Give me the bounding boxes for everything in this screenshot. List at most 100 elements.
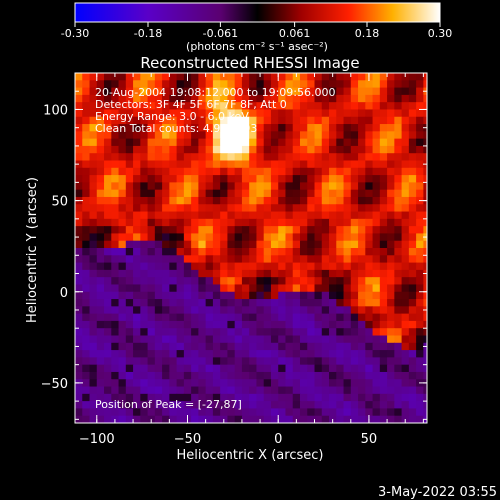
heatmap-cell <box>314 109 323 118</box>
heatmap-cell <box>343 284 352 293</box>
heatmap-cell <box>256 284 265 293</box>
heatmap-cell <box>263 379 272 388</box>
heatmap-cell <box>379 109 388 118</box>
heatmap-cell <box>278 364 286 373</box>
heatmap-cell <box>270 211 279 220</box>
heatmap-cell <box>111 153 120 161</box>
heatmap-cell <box>423 204 427 213</box>
heatmap-cell <box>111 306 120 315</box>
heatmap-cell <box>241 255 250 264</box>
heatmap-cell <box>140 262 149 271</box>
heatmap-cell <box>125 248 134 256</box>
heatmap-cell <box>285 116 294 125</box>
heatmap-cell <box>394 138 403 147</box>
heatmap-cell <box>285 393 294 402</box>
heatmap-cell <box>387 204 395 213</box>
heatmap-cell <box>176 175 185 183</box>
heatmap-cell <box>111 167 120 176</box>
heatmap-cell <box>162 182 170 191</box>
heatmap-cell <box>241 109 250 118</box>
heatmap-cell <box>104 269 112 278</box>
heatmap-cell <box>104 371 112 380</box>
heatmap-cell <box>89 350 98 358</box>
heatmap-cell <box>125 87 134 96</box>
heatmap-cell <box>263 313 272 322</box>
heatmap-cell <box>89 393 98 402</box>
heatmap-cell <box>140 116 149 125</box>
heatmap-cell <box>401 269 410 278</box>
heatmap-cell <box>234 262 243 271</box>
heatmap-cell <box>125 386 134 395</box>
heatmap-cell <box>89 109 98 118</box>
heatmap-cell <box>358 80 366 89</box>
heatmap-cell <box>307 393 316 402</box>
heatmap-cell <box>125 233 134 242</box>
heatmap-cell <box>220 218 228 227</box>
x-tick-label: −100 <box>79 432 115 447</box>
heatmap-cell <box>401 80 410 89</box>
heatmap-cell <box>96 248 105 256</box>
heatmap-cell <box>263 248 272 256</box>
heatmap-cell <box>299 109 308 118</box>
y-tick-label: 0 <box>60 286 68 301</box>
heatmap-cell <box>198 299 207 307</box>
heatmap-cell <box>270 386 279 395</box>
heatmap-cell <box>249 357 257 366</box>
heatmap-cell <box>227 233 236 242</box>
heatmap-cell <box>249 306 257 315</box>
annotation-detectors: Detectors: 3F 4F 5F 6F 7F 8F, Att 0 <box>95 98 287 111</box>
heatmap-cell <box>416 102 424 110</box>
heatmap-cell <box>104 248 112 256</box>
heatmap-cell <box>154 138 163 147</box>
heatmap-cell <box>365 357 374 366</box>
heatmap-cell <box>256 357 265 366</box>
heatmap-cell <box>329 262 337 271</box>
heatmap-cell <box>82 320 91 329</box>
heatmap-cell <box>125 350 134 358</box>
heatmap-cell <box>285 320 294 329</box>
heatmap-cell <box>292 269 301 278</box>
heatmap-cell <box>133 262 141 271</box>
heatmap-cell <box>299 386 308 395</box>
heatmap-cell <box>372 269 381 278</box>
heatmap-cell <box>416 299 424 307</box>
heatmap-cell <box>307 408 316 417</box>
heatmap-cell <box>140 357 149 366</box>
heatmap-cell <box>394 87 403 96</box>
heatmap-cell <box>89 138 98 147</box>
heatmap-cell <box>314 196 323 205</box>
heatmap-cell <box>256 175 265 183</box>
heatmap-cell <box>191 357 199 366</box>
heatmap-cell <box>278 138 286 147</box>
heatmap-cell <box>227 386 236 395</box>
heatmap-cell <box>292 371 301 380</box>
heatmap-cell <box>336 233 345 242</box>
heatmap-cell <box>96 204 105 213</box>
heatmap-cell <box>350 233 359 242</box>
heatmap-cell <box>394 94 403 103</box>
heatmap-cell <box>212 364 221 373</box>
heatmap-cell <box>169 342 178 351</box>
heatmap-cell <box>365 393 374 402</box>
heatmap-cell <box>169 240 178 249</box>
heatmap-cell <box>299 153 308 161</box>
heatmap-cell <box>154 167 163 176</box>
heatmap-cell <box>321 299 330 307</box>
heatmap-cell <box>82 153 91 161</box>
heatmap-cell <box>256 109 265 118</box>
heatmap-cell <box>372 204 381 213</box>
heatmap-cell <box>307 160 316 169</box>
heatmap-cell <box>350 211 359 220</box>
heatmap-cell <box>343 262 352 271</box>
heatmap-cell <box>220 313 228 322</box>
heatmap-cell <box>416 248 424 256</box>
heatmap-cell <box>321 189 330 198</box>
heatmap-cell <box>401 291 410 300</box>
heatmap-cell <box>140 182 149 191</box>
heatmap-cell <box>358 299 366 307</box>
heatmap-cell <box>314 153 323 161</box>
heatmap-cell <box>256 226 265 234</box>
heatmap-cell <box>96 182 105 191</box>
heatmap-cell <box>350 116 359 125</box>
heatmap-cell <box>154 408 163 417</box>
